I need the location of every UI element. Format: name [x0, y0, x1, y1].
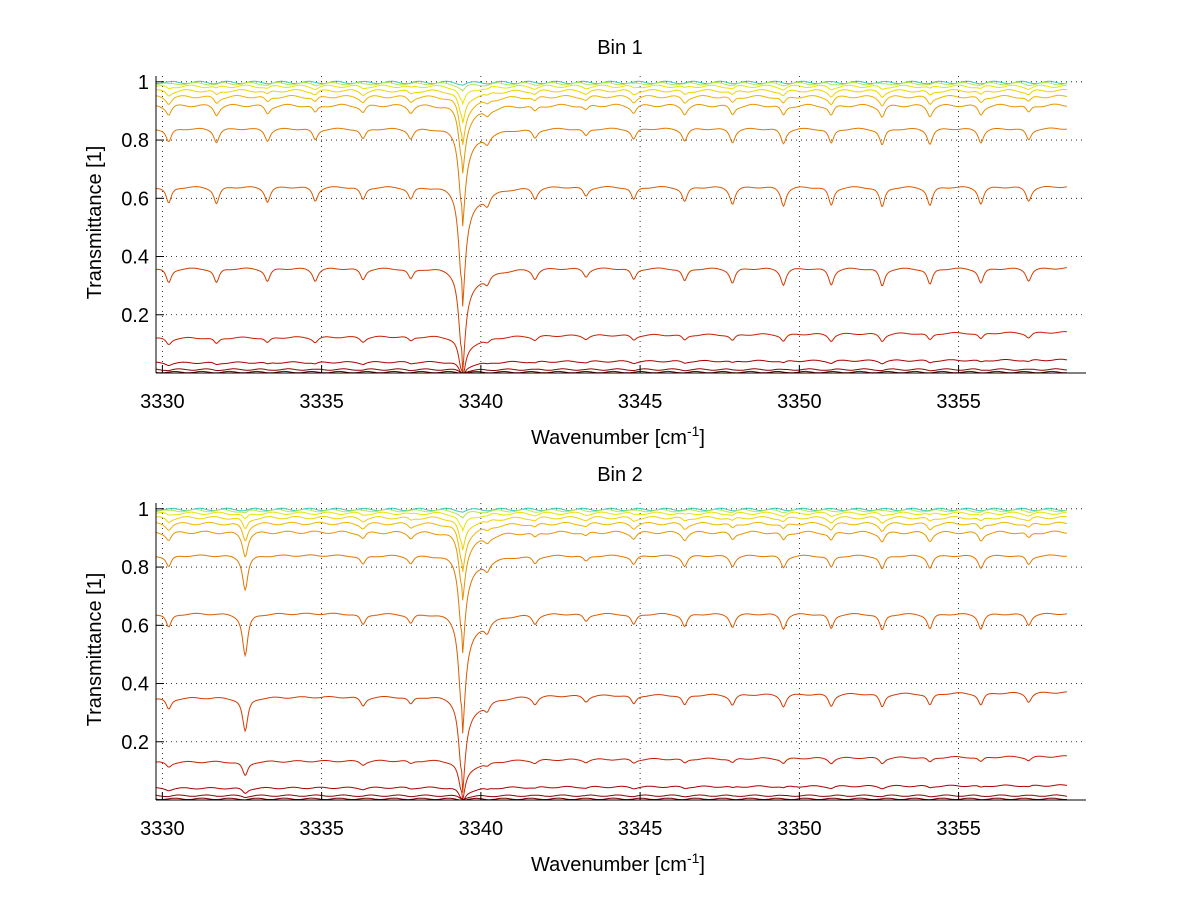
series-line: [155, 84, 1067, 106]
y-tick-label: 0.6: [121, 615, 149, 637]
series-line: [156, 784, 1067, 801]
y-tick-label: 0.8: [121, 130, 149, 152]
series-line: [155, 185, 1067, 307]
x-tick-label: 3340: [459, 391, 504, 413]
series-line: [155, 94, 1068, 145]
x-axis-label: Wavenumber [cm-1]: [531, 423, 705, 449]
x-tick-label: 3335: [299, 818, 344, 840]
series-line: [155, 508, 1068, 519]
series-line: [155, 794, 1067, 801]
series-line: [155, 691, 1067, 793]
x-tick-label: 3345: [618, 391, 663, 413]
x-axis-label: Wavenumber [cm-1]: [531, 850, 705, 876]
series-line: [156, 267, 1067, 373]
series-line: [155, 797, 1067, 801]
y-tick-label: 0.6: [121, 188, 149, 210]
x-tick-label: 3355: [936, 391, 981, 413]
chart-title: Bin 2: [597, 464, 643, 486]
y-tick-label: 0.4: [121, 674, 149, 696]
y-tick-label: 0.4: [121, 247, 149, 269]
series-line: [155, 755, 1067, 801]
x-tick-label: 3330: [140, 818, 185, 840]
y-tick-label: 0.2: [121, 732, 149, 754]
y-tick-label: 0.8: [121, 557, 149, 579]
series-line: [155, 554, 1067, 654]
series-line: [155, 370, 1067, 374]
x-tick-label: 3350: [777, 391, 822, 413]
x-tick-label: 3340: [459, 818, 504, 840]
y-tick-label: 1: [138, 499, 149, 521]
series-line: [155, 127, 1067, 227]
series-line: [155, 103, 1067, 174]
x-tick-label: 3330: [140, 391, 185, 413]
chart-panel: 3330 3335 3340 3345 3350 3355 0.2 0.4 0.6 0.8 1 Bin…: [84, 464, 1086, 876]
series-line: [155, 511, 1067, 533]
y-tick-label: 1: [138, 72, 149, 94]
series-line: [155, 358, 1067, 374]
series-line: [155, 368, 1067, 374]
chart-title: Bin 1: [597, 37, 643, 59]
y-axis-label: Transmittance [1]: [84, 146, 106, 300]
y-tick-label: 0.2: [121, 305, 149, 327]
x-tick-label: 3335: [299, 391, 344, 413]
series-line: [155, 521, 1068, 572]
series-line: [155, 331, 1067, 374]
series-line: [155, 530, 1067, 601]
y-axis-label: Transmittance [1]: [84, 573, 106, 727]
x-tick-label: 3355: [936, 818, 981, 840]
series-line: [155, 81, 1068, 92]
chart-panel: 3330 3335 3340 3345 3350 3355 0.2 0.4 0.6 0.8 1 Bin…: [84, 37, 1086, 449]
x-tick-label: 3350: [777, 818, 822, 840]
series-line: [155, 612, 1067, 734]
x-tick-label: 3345: [618, 818, 663, 840]
series-line: [155, 88, 1067, 124]
series-line: [155, 507, 1067, 513]
series-line: [155, 80, 1067, 86]
series-line: [155, 515, 1067, 551]
